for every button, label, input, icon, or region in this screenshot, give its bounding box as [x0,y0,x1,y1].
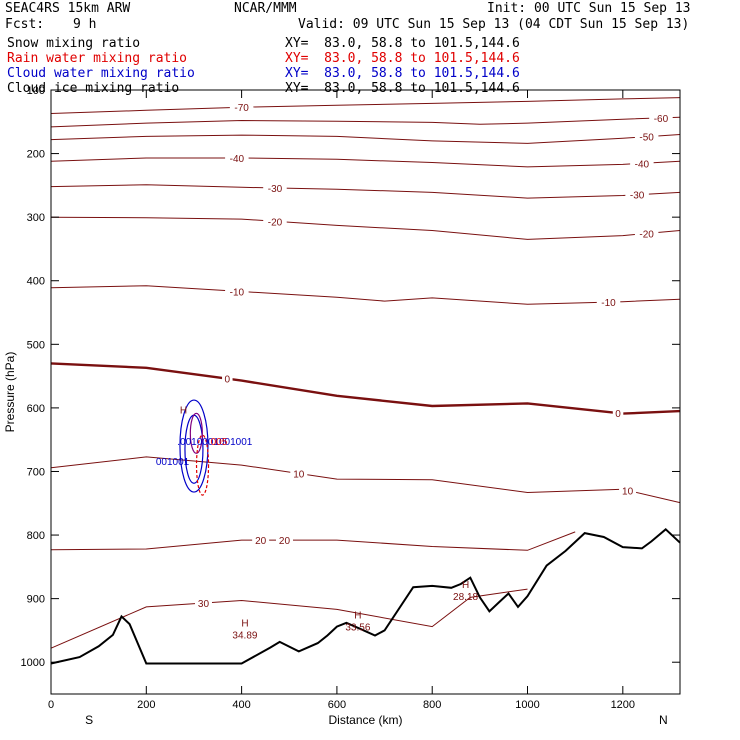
contour-label: -70 [234,103,249,114]
field-rain-xy: XY= 83.0, 58.8 to 101.5,144.6 [285,51,520,66]
field-cloud-water-xy: XY= 83.0, 58.8 to 101.5,144.6 [285,66,520,81]
high-marker: H [180,406,187,417]
isotherm-minus20 [50,216,681,240]
cloud-ice-contour [189,412,203,454]
contour-label-bg [596,296,621,308]
isotherm-20 [50,531,576,551]
init-time: Init: 00 UTC Sun 15 Sep 13 [487,1,691,16]
field-snow-xy: XY= 83.0, 58.8 to 101.5,144.6 [285,36,520,51]
x-tick-label: 800 [423,699,441,711]
contour-label: -10 [230,287,245,298]
contour-label-bg [225,152,249,164]
high-marker: H [462,580,469,591]
rain-water-contour [195,434,210,496]
contour-label: 10 [622,486,634,497]
contour-label-bg [229,101,254,113]
contour-label-bg [263,215,287,227]
y-tick-label: 400 [27,276,45,288]
endpoint-left-label: S [85,713,93,727]
contour-label-bg [290,467,308,479]
cloud-water-contour [179,399,209,493]
isotherm-minus40 [50,157,681,168]
contour-label: -50 [639,133,654,144]
contour-label-bg [630,157,654,169]
high-value-label: 34.89 [232,631,257,642]
contour-label: -20 [639,229,654,240]
contour-label-bg [634,130,659,142]
field-cloud-ice-name: Cloud ice mixing ratio [7,81,180,96]
x-tick-label: 600 [328,699,346,711]
plot-frame [50,89,681,695]
y-tick-label: 200 [27,149,45,161]
high-marker: H [241,619,248,630]
contour-label-bg [222,372,233,384]
x-tick-label: 1000 [515,699,539,711]
contour-label-bg [252,534,270,546]
contour-label: -10 [601,298,616,309]
contour-label-bg [225,285,249,297]
y-tick-label: 900 [27,594,45,606]
contour-label-bg [612,407,624,419]
x-axis-label: Distance (km) [328,713,402,727]
y-tick-label: 800 [27,530,45,542]
contour-label-bg [625,188,649,200]
contour-label-bg [619,484,637,496]
high-marker: H [354,610,361,621]
y-tick-label: 700 [27,466,45,478]
isotherm-minus70 [50,97,681,114]
contour-label: 20 [255,536,267,547]
contour-label: 30 [198,599,210,610]
contour-label-bg [634,227,659,239]
forecast-label: Fcst: [5,17,45,32]
isotherm-10 [50,456,681,504]
terrain-line [50,527,681,665]
contour-label: 20 [279,536,291,547]
field-rain-name: Rain water mixing ratio [7,51,188,66]
contour-label-bg [194,597,212,609]
contour-label: 10 [293,470,305,481]
y-tick-label: 500 [27,339,45,351]
y-tick-label: 600 [27,403,45,415]
x-tick-label: 400 [232,699,250,711]
cloud-contour-label: .0010001001001 [177,437,253,448]
isotherm-minus30 [50,184,681,199]
field-snow-name: Snow mixing ratio [7,36,141,51]
isotherm-minus60 [50,116,681,128]
contour-label-bg [263,181,287,193]
x-tick-label: 1200 [611,699,635,711]
contour-label-bg [649,111,673,123]
y-tick-label: 1000 [21,657,45,669]
contour-label: -20 [268,217,283,228]
model-name: SEAC4RS 15km ARW [5,1,131,16]
contour-label: 0 [615,409,621,420]
contour-label: -40 [635,159,650,170]
cloud-contour-label: 001001 [156,457,190,468]
contour-label: -30 [268,184,283,195]
contour-label: 0 [225,375,231,386]
x-tick-label: 200 [137,699,155,711]
isotherm-minus10 [50,285,681,305]
cloud-contour-label: 005 [211,437,228,448]
isotherm-30 [50,588,528,649]
field-cloud-ice-xy: XY= 83.0, 58.8 to 101.5,144.6 [285,81,520,96]
forecast-hour: 9 h [73,17,97,32]
isotherm-minus50 [50,134,681,144]
high-value-label: 33.56 [345,622,370,633]
contour-label-bg [275,534,293,546]
valid-time: Valid: 09 UTC Sun 15 Sep 13 (04 CDT Sun … [298,17,690,32]
x-tick-label: 0 [48,699,54,711]
contour-label: -60 [654,114,669,125]
contour-label: -40 [230,154,245,165]
y-tick-label: 100 [27,85,45,97]
contour-label: -30 [630,191,645,202]
high-value-label: 28.18 [453,592,478,603]
y-axis-label: Pressure (hPa) [3,352,17,433]
field-cloud-water-name: Cloud water mixing ratio [7,66,195,81]
organization: NCAR/MMM [234,1,297,16]
y-tick-label: 300 [27,212,45,224]
endpoint-right-label: N [659,713,668,727]
isotherm-0 [50,362,681,415]
